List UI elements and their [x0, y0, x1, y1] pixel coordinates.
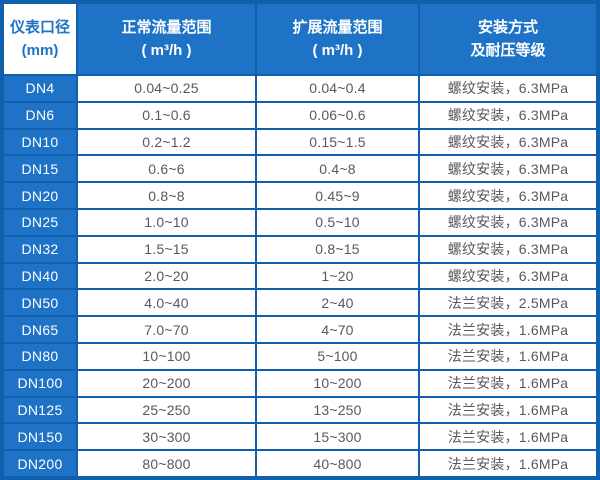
row-installation-cell: 螺纹安装，6.3MPa [420, 129, 596, 155]
header-installation-line1: 安装方式 [477, 18, 538, 36]
row-installation-cell: 法兰安装，2.5MPa [420, 290, 596, 316]
row-normal-range-cell: 30~300 [78, 424, 255, 450]
table-row: DN4 0.04~0.25 0.04~0.4 螺纹安装，6.3MPa [4, 76, 596, 101]
table-row: DN80 10~100 5~100 法兰安装，1.6MPa [4, 343, 596, 369]
row-normal-range-cell: 10~100 [78, 343, 255, 369]
row-diameter-cell: DN125 [4, 397, 76, 423]
row-installation-cell: 螺纹安装，6.3MPa [420, 76, 596, 101]
table-row: DN200 80~800 40~800 法兰安装，1.6MPa [4, 451, 596, 476]
row-extended-range-cell: 2~40 [257, 290, 418, 316]
row-normal-range-cell: 20~200 [78, 370, 255, 396]
table-row: DN15 0.6~6 0.4~8 螺纹安装，6.3MPa [4, 156, 596, 182]
row-normal-range-cell: 0.2~1.2 [78, 129, 255, 155]
table-row: DN125 25~250 13~250 法兰安装，1.6MPa [4, 397, 596, 423]
row-normal-range-cell: 25~250 [78, 397, 255, 423]
header-normal-range-title: 正常流量范围 [121, 18, 212, 36]
table-header: 仪表口径 (mm) 正常流量范围 ( m³/h ) 扩展流量范围 ( m³/h … [4, 4, 596, 74]
row-diameter-cell: DN50 [4, 290, 76, 316]
row-diameter-cell: DN20 [4, 183, 76, 208]
row-extended-range-cell: 0.15~1.5 [257, 129, 418, 155]
row-installation-cell: 法兰安装，1.6MPa [420, 451, 596, 476]
header-row: 仪表口径 (mm) 正常流量范围 ( m³/h ) 扩展流量范围 ( m³/h … [4, 4, 596, 74]
row-installation-cell: 螺纹安装，6.3MPa [420, 102, 596, 128]
row-normal-range-cell: 2.0~20 [78, 263, 255, 289]
row-diameter-cell: DN80 [4, 343, 76, 369]
row-extended-range-cell: 10~200 [257, 370, 418, 396]
row-extended-range-cell: 1~20 [257, 263, 418, 289]
row-diameter-cell: DN40 [4, 263, 76, 289]
row-extended-range-cell: 13~250 [257, 397, 418, 423]
row-installation-cell: 法兰安装，1.6MPa [420, 370, 596, 396]
table-body: DN4 0.04~0.25 0.04~0.4 螺纹安装，6.3MPa DN6 0… [4, 76, 596, 476]
table-row: DN32 1.5~15 0.8~15 螺纹安装，6.3MPa [4, 236, 596, 262]
row-normal-range-cell: 0.1~0.6 [78, 102, 255, 128]
row-installation-cell: 螺纹安装，6.3MPa [420, 209, 596, 235]
row-extended-range-cell: 40~800 [257, 451, 418, 476]
row-diameter-cell: DN4 [4, 76, 76, 101]
row-extended-range-cell: 0.8~15 [257, 236, 418, 262]
row-extended-range-cell: 0.04~0.4 [257, 76, 418, 101]
row-normal-range-cell: 0.6~6 [78, 156, 255, 182]
row-normal-range-cell: 7.0~70 [78, 317, 255, 342]
row-installation-cell: 法兰安装，1.6MPa [420, 343, 596, 369]
row-extended-range-cell: 0.4~8 [257, 156, 418, 182]
table-row: DN150 30~300 15~300 法兰安装，1.6MPa [4, 424, 596, 450]
row-normal-range-cell: 0.8~8 [78, 183, 255, 208]
row-extended-range-cell: 0.5~10 [257, 209, 418, 235]
row-diameter-cell: DN15 [4, 156, 76, 182]
row-installation-cell: 法兰安装，1.6MPa [420, 397, 596, 423]
header-installation-line2: 及耐压等级 [470, 42, 546, 59]
row-extended-range-cell: 15~300 [257, 424, 418, 450]
row-diameter-cell: DN32 [4, 236, 76, 262]
table-row: DN6 0.1~0.6 0.06~0.6 螺纹安装，6.3MPa [4, 102, 596, 128]
table-row: DN40 2.0~20 1~20 螺纹安装，6.3MPa [4, 263, 596, 289]
table-row: DN25 1.0~10 0.5~10 螺纹安装，6.3MPa [4, 209, 596, 235]
header-cell-diameter: 仪表口径 (mm) [4, 4, 76, 74]
table-row: DN10 0.2~1.2 0.15~1.5 螺纹安装，6.3MPa [4, 129, 596, 155]
row-normal-range-cell: 4.0~40 [78, 290, 255, 316]
header-extended-range-unit: ( m³/h ) [312, 42, 363, 59]
header-cell-installation: 安装方式 及耐压等级 [420, 4, 596, 74]
header-extended-range-title: 扩展流量范围 [292, 18, 383, 36]
table-row: DN65 7.0~70 4~70 法兰安装，1.6MPa [4, 317, 596, 342]
row-normal-range-cell: 0.04~0.25 [78, 76, 255, 101]
row-installation-cell: 螺纹安装，6.3MPa [420, 236, 596, 262]
row-extended-range-cell: 4~70 [257, 317, 418, 342]
row-diameter-cell: DN200 [4, 451, 76, 476]
row-installation-cell: 螺纹安装，6.3MPa [420, 263, 596, 289]
row-installation-cell: 螺纹安装，6.3MPa [420, 183, 596, 208]
row-diameter-cell: DN100 [4, 370, 76, 396]
row-extended-range-cell: 0.45~9 [257, 183, 418, 208]
header-diameter-unit: (mm) [21, 42, 59, 59]
table-row: DN50 4.0~40 2~40 法兰安装，2.5MPa [4, 290, 596, 316]
row-diameter-cell: DN10 [4, 129, 76, 155]
row-diameter-cell: DN25 [4, 209, 76, 235]
row-installation-cell: 法兰安装，1.6MPa [420, 424, 596, 450]
header-diameter-title: 仪表口径 [9, 18, 70, 36]
header-cell-normal-range: 正常流量范围 ( m³/h ) [78, 4, 255, 74]
row-diameter-cell: DN65 [4, 317, 76, 342]
row-normal-range-cell: 1.5~15 [78, 236, 255, 262]
row-extended-range-cell: 0.06~0.6 [257, 102, 418, 128]
header-normal-range-unit: ( m³/h ) [141, 42, 192, 59]
row-installation-cell: 螺纹安装，6.3MPa [420, 156, 596, 182]
row-normal-range-cell: 80~800 [78, 451, 255, 476]
row-extended-range-cell: 5~100 [257, 343, 418, 369]
row-diameter-cell: DN6 [4, 102, 76, 128]
row-normal-range-cell: 1.0~10 [78, 209, 255, 235]
row-diameter-cell: DN150 [4, 424, 76, 450]
row-installation-cell: 法兰安装，1.6MPa [420, 317, 596, 342]
table-row: DN20 0.8~8 0.45~9 螺纹安装，6.3MPa [4, 183, 596, 208]
header-cell-extended-range: 扩展流量范围 ( m³/h ) [257, 4, 418, 74]
table-row: DN100 20~200 10~200 法兰安装，1.6MPa [4, 370, 596, 396]
